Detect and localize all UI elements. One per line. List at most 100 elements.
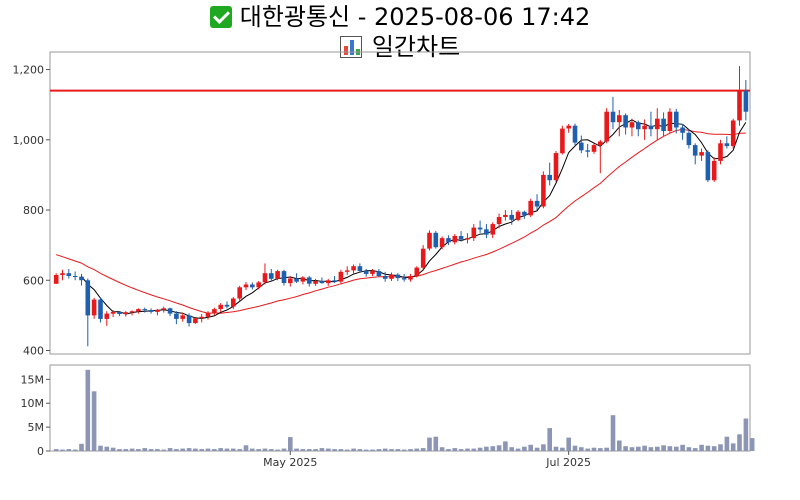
volume-bar [705,445,711,451]
volume-bar [313,449,318,451]
volume-bar [452,448,458,451]
candle-body [655,118,660,130]
volume-y-tick-label: 15M [21,373,45,386]
candle-body [629,122,635,128]
volume-bar [344,449,350,451]
candle-body [566,125,571,129]
candle-body [123,312,129,314]
candle-body [193,318,198,324]
volume-bar [579,447,584,451]
volume-bar [623,446,628,451]
volume-bar [205,448,211,451]
candle-body [534,200,540,207]
price-panel: 400 600 800 1,000 1,200 [13,51,751,357]
volume-bar [281,448,287,451]
volume-bar [737,434,742,451]
volume-bar [667,446,673,451]
candle-body [401,278,407,280]
candle-body [186,315,192,324]
candle-body [743,90,749,112]
candle-body [98,299,103,319]
candle-body [427,232,432,249]
volume-bar [490,446,496,451]
volume-bar [129,448,135,451]
volume-bar [186,448,192,451]
volume-bar [376,449,382,451]
volume-bar [294,448,299,451]
volume-bar [636,446,641,451]
candle-body [199,316,204,319]
candle-body [674,111,679,128]
candle-body [363,271,369,274]
volume-bar [262,448,268,451]
volume-bar [148,449,154,451]
volume-bar [237,449,242,451]
x-tick-label: Jul 2025 [545,456,591,469]
volume-bar [136,449,141,451]
candle-body [553,153,559,181]
volume-bar [408,449,413,451]
volume-bar [617,440,622,451]
volume-bar [269,449,274,451]
candle-body [730,120,736,147]
candle-body [218,304,223,309]
chart-title-text: 대한광통신 - 2025-08-06 17:42 [239,3,591,31]
candle-body [344,270,350,272]
volume-bar [212,449,217,451]
volume-bar [420,448,426,451]
candle-body [307,277,312,284]
candle-body [269,273,274,279]
candle-body [332,280,337,282]
volume-bar [357,449,363,451]
candle-body [180,315,185,319]
volume-bar [534,447,540,451]
ma20-line [56,128,746,314]
candle-body [446,238,451,243]
candle-body [439,238,445,248]
candle-body [509,214,514,220]
candle-body [471,227,477,239]
volume-bar [250,448,255,451]
candle-body [496,217,502,224]
volume-bar [319,448,325,451]
volume-bar [484,446,489,451]
candle-body [376,271,382,276]
volume-bar [610,415,616,451]
x-tick-label: May 2025 [263,456,317,469]
volume-bar [465,448,470,451]
volume-bar [439,447,445,451]
candle-body [598,141,603,145]
volume-bar [275,449,280,451]
candle-body [319,281,325,284]
volume-bar [174,449,179,451]
volume-bar [743,418,749,451]
volume-bar [382,448,388,451]
volume-bar [598,448,603,451]
candle-body [737,90,742,121]
volume-bar [477,447,483,451]
volume-bar [363,449,369,451]
candle-body [484,229,489,235]
volume-bar [326,448,331,451]
volume-bar [389,449,394,451]
volume-bar [98,445,103,451]
candle-body [224,304,230,307]
volume-bar [718,444,723,451]
volume-bar [218,448,223,451]
volume-bar [642,445,647,451]
candle-body [560,128,565,154]
candle-body [231,298,236,307]
candle-body [382,276,388,279]
candle-body [370,271,375,274]
price-y-tick-label: 1,200 [13,64,45,77]
volume-bar [674,446,679,451]
candle-body [515,211,521,220]
candle-body [711,160,717,181]
volume-bar [117,449,122,451]
candle-body [275,271,280,279]
volume-bar [307,449,312,451]
candle-body [680,127,685,133]
candle-body [477,227,483,230]
volume-bar [648,447,654,451]
candle-body [357,266,363,272]
